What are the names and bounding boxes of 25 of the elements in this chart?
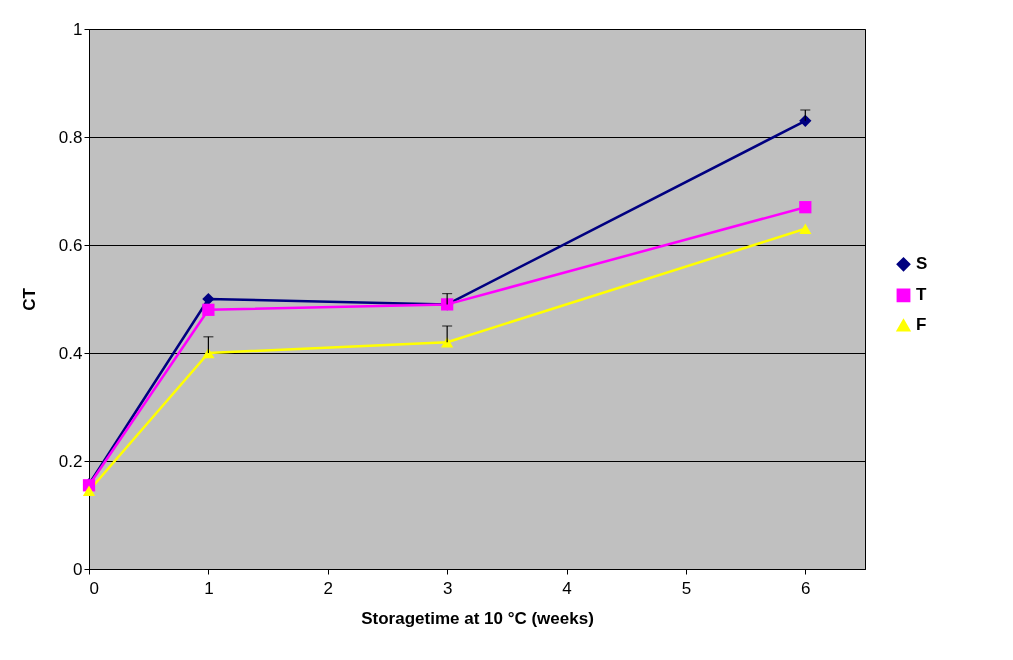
legend-label: F [916,315,927,335]
y-tick-label: 0.2 [58,451,83,471]
point [799,201,812,214]
point [202,303,215,316]
x-tick-label: 0 [89,578,99,598]
y-axis-title: CT [19,287,39,311]
y-tick-label: 0.6 [58,235,83,255]
x-tick-label: 4 [562,578,572,598]
y-tick-label: 0 [73,559,83,579]
y-tick-label: 0.4 [58,343,83,363]
y-tick-label: 1 [73,19,83,39]
point [82,485,96,496]
point [799,223,812,235]
point [441,336,454,348]
legend-label: T [916,285,927,305]
x-tick-label: 1 [204,578,214,598]
x-tick-label: 5 [681,578,692,598]
legend-label: S [916,254,928,274]
x-tick-label: 2 [323,578,333,598]
x-tick-label: 6 [801,578,811,598]
y-tick-label: 0.8 [58,127,83,147]
x-axis-title: Storagetime at 10 °C (weeks) [361,608,594,628]
point [799,114,812,127]
point [202,292,215,306]
x-tick-label: 3 [442,578,453,598]
